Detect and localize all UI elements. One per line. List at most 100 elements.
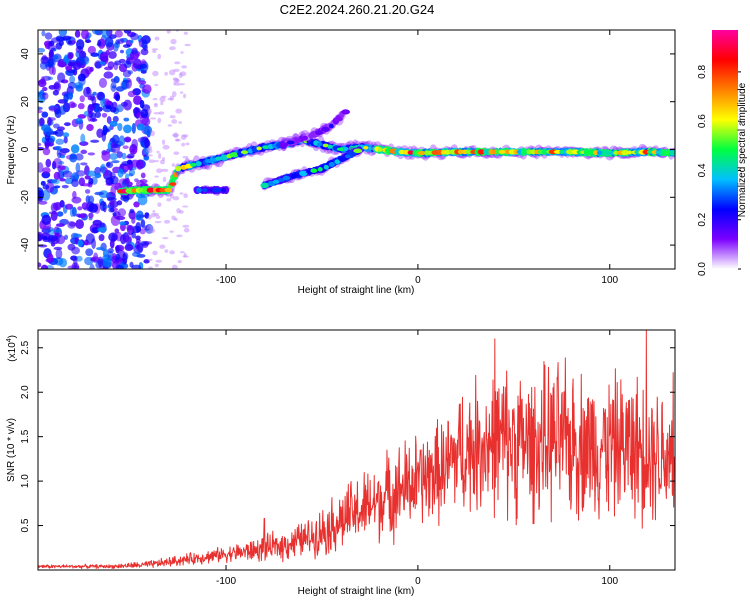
noise-blob-faint xyxy=(147,258,153,261)
noise-blob-faint xyxy=(182,255,189,258)
noise-blob xyxy=(109,200,115,205)
noise-blob xyxy=(138,80,147,85)
noise-blob-faint xyxy=(181,205,189,208)
noise-blob-faint xyxy=(152,49,157,54)
noise-blob-faint xyxy=(163,219,171,224)
noise-blob-faint xyxy=(172,196,180,201)
noise-blob xyxy=(90,52,100,57)
main-signal-peak xyxy=(342,147,349,151)
noise-blob-faint xyxy=(153,112,160,115)
noise-blob xyxy=(55,248,63,260)
main-signal-peak xyxy=(520,149,528,155)
noise-blob xyxy=(108,232,118,242)
noise-blob-faint xyxy=(185,142,190,146)
noise-blob xyxy=(143,156,150,161)
noise-blob xyxy=(75,117,83,125)
upper-branch-peak xyxy=(286,140,295,145)
noise-blob xyxy=(44,139,50,150)
spectrogram-x-tick-label: 100 xyxy=(601,275,618,286)
main-signal-peak xyxy=(204,159,213,164)
noise-blob-faint xyxy=(172,133,179,138)
noise-blob xyxy=(59,178,66,182)
noise-blob xyxy=(38,109,43,114)
noise-blob-faint xyxy=(179,91,184,94)
noise-blob xyxy=(53,123,60,129)
lower-branch-peak xyxy=(323,164,329,170)
noise-blob xyxy=(76,39,85,50)
snr-x-label: Height of straight line (km) xyxy=(298,586,415,597)
snr-multiplier-base: (x10 xyxy=(7,342,18,362)
noise-blob xyxy=(131,47,138,55)
noise-blob xyxy=(72,174,80,180)
noise-blob xyxy=(94,111,102,119)
main-signal-peak xyxy=(436,149,443,156)
noise-blob-faint xyxy=(158,111,165,115)
noise-blob-faint xyxy=(168,46,176,51)
noise-blob xyxy=(132,251,141,257)
noise-blob xyxy=(139,63,147,69)
noise-blob xyxy=(140,48,149,56)
noise-blob-faint xyxy=(179,83,185,86)
noise-blob-faint xyxy=(166,30,171,34)
noise-blob xyxy=(61,35,72,41)
noise-blob xyxy=(40,264,49,269)
noise-blob xyxy=(88,195,95,204)
spectrogram-x-label: Height of straight line (km) xyxy=(298,285,415,296)
upper-branch-peak xyxy=(328,123,334,129)
colorbar-tick-label: 0.6 xyxy=(697,114,708,128)
noise-blob xyxy=(96,246,105,251)
noise-blob xyxy=(117,122,123,132)
noise-blob xyxy=(135,235,141,241)
noise-blob xyxy=(97,256,104,268)
noise-blob xyxy=(68,101,76,109)
main-signal-peak xyxy=(327,144,334,149)
snr-x-ticks: -100 0 100 xyxy=(216,330,619,587)
noise-blob xyxy=(123,30,132,34)
noise-blob xyxy=(61,184,69,189)
noise-blob xyxy=(142,84,152,94)
noise-blob-faint xyxy=(152,210,156,213)
noise-blob xyxy=(67,40,72,45)
noise-blob xyxy=(113,144,121,148)
noise-blob xyxy=(115,253,121,260)
noise-blob-faint xyxy=(157,53,162,60)
noise-blob-faint xyxy=(146,148,153,154)
noise-blob xyxy=(131,138,139,150)
noise-blob xyxy=(130,159,141,168)
noise-blob xyxy=(124,243,134,252)
noise-blob xyxy=(90,139,100,143)
noise-blob-faint xyxy=(182,155,189,159)
noise-blob-faint xyxy=(182,134,189,138)
noise-blob xyxy=(119,49,124,54)
spectrogram-plot-area xyxy=(38,30,675,269)
main-signal-peak xyxy=(164,187,173,193)
noise-blob-faint xyxy=(159,96,166,103)
noise-blob xyxy=(129,208,135,214)
main-signal-peak xyxy=(444,149,451,155)
noise-blob xyxy=(127,153,135,159)
noise-blob xyxy=(124,136,132,143)
noise-blob xyxy=(131,122,136,134)
noise-blob xyxy=(111,160,120,164)
noise-blob-faint xyxy=(157,202,162,208)
noise-blob xyxy=(112,253,117,261)
noise-blob-faint xyxy=(161,168,169,172)
noise-blob xyxy=(52,90,59,96)
noise-blob-faint xyxy=(149,117,157,120)
noise-blob xyxy=(69,75,76,84)
noise-blob xyxy=(80,133,86,144)
noise-blob xyxy=(141,39,148,50)
lower-branch-peak xyxy=(260,182,270,189)
spectrogram-x-tick-label: -100 xyxy=(216,275,236,286)
lower-branch-peak xyxy=(334,159,341,165)
snr-y-label: SNR (10 * v/v) xyxy=(6,418,17,482)
noise-blob xyxy=(54,145,62,151)
noise-blob xyxy=(57,72,66,83)
snr-frame xyxy=(37,329,676,571)
main-signal-peak xyxy=(377,147,383,152)
noise-blob xyxy=(79,95,85,103)
noise-blob xyxy=(112,115,119,123)
noise-blob-faint xyxy=(180,51,184,54)
upper-branch-peak xyxy=(341,109,351,115)
